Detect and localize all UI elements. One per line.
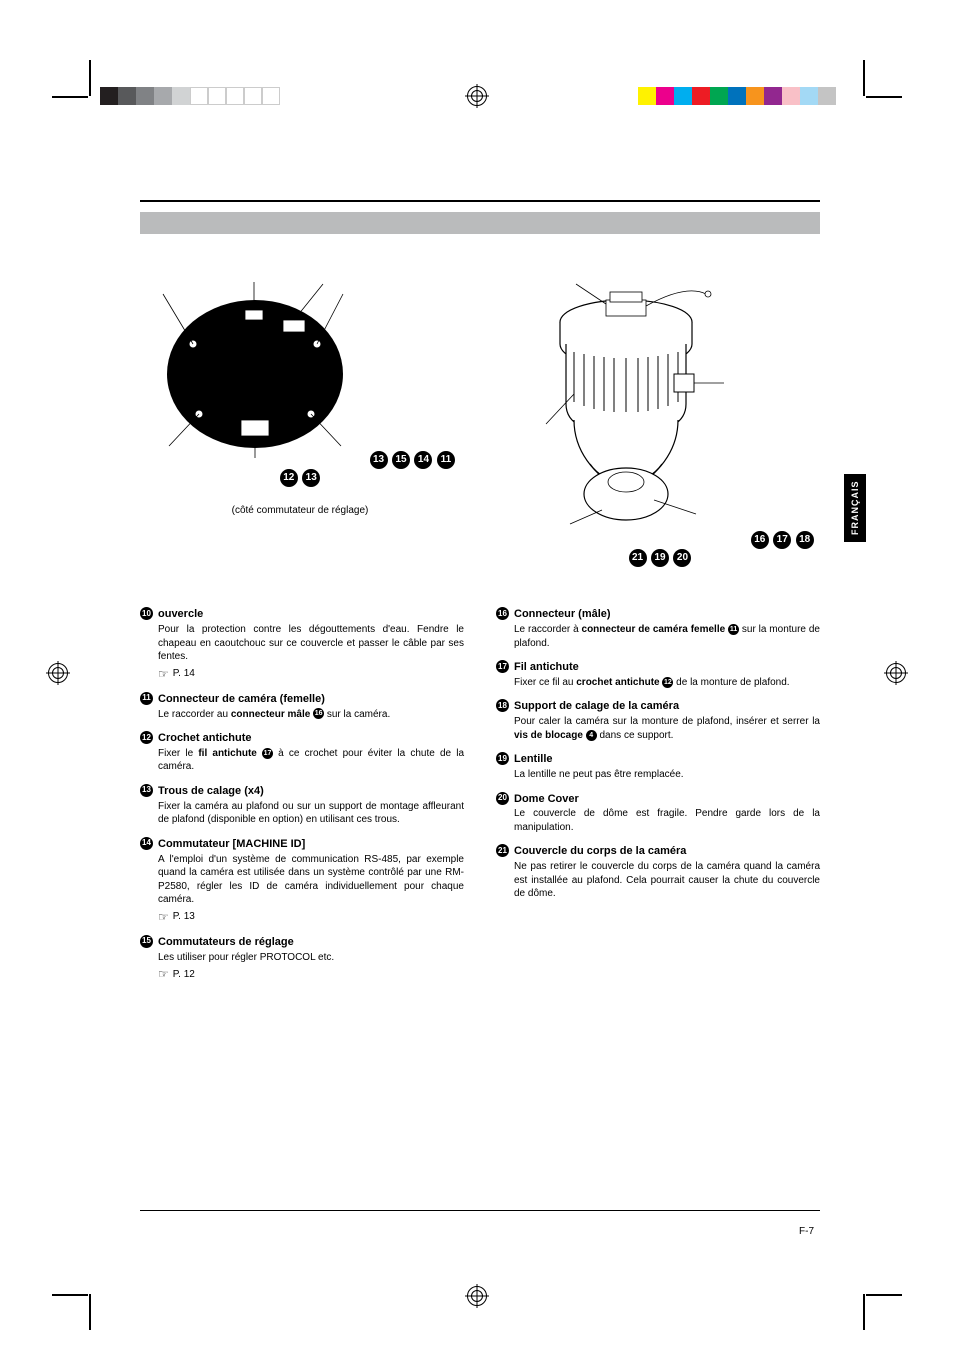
entry: 13 Trous de calage (x4)Fixer la caméra au… — [140, 784, 464, 827]
inline-ref-icon: 12 — [662, 677, 673, 688]
label-20: 20 — [673, 549, 691, 567]
entry-body: Les utiliser pour régler PROTOCOL etc. — [158, 951, 464, 965]
entry-body: A l'emploi d'un système de communication… — [158, 853, 464, 907]
label-16: 16 — [751, 531, 769, 549]
crop-mark — [89, 1294, 91, 1330]
entry-title: Commutateurs de réglage — [158, 935, 464, 950]
column-right: 16 Connecteur (mâle)Le raccorder à connec… — [496, 607, 820, 992]
entry-title: Fil antichute — [514, 660, 820, 675]
crop-mark — [52, 1294, 88, 1296]
figure-left-caption: (côté commutateur de réglage) — [140, 505, 460, 516]
entry-body: Le couvercle de dôme est fragile. Pendre… — [514, 807, 820, 834]
label-12: 12 — [280, 469, 298, 487]
registration-mark-bottom — [467, 1286, 487, 1306]
entry-number-icon: 21 — [496, 844, 509, 857]
entry-number-icon: 10 — [140, 607, 153, 620]
crop-mark — [866, 96, 902, 98]
entry-number-icon: 14 — [140, 837, 153, 850]
entry-title: Connecteur (mâle) — [514, 607, 820, 622]
inline-ref-icon: 16 — [313, 708, 324, 719]
crop-mark — [89, 60, 91, 96]
entry: 10 ouverclePour la protection contre les … — [140, 607, 464, 682]
page-ref: ☞P. 12 — [158, 966, 464, 982]
entry-number-icon: 20 — [496, 792, 509, 805]
section-header-bar — [140, 212, 820, 234]
entry-title: Connecteur de caméra (femelle) — [158, 692, 464, 707]
footer-rule — [140, 1210, 820, 1211]
crop-mark — [866, 1294, 902, 1296]
entry-number-icon: 15 — [140, 935, 153, 948]
pointer-icon: ☞ — [158, 966, 169, 982]
entry: 18 Support de calage de la caméraPour cal… — [496, 699, 820, 742]
entry-number-icon: 13 — [140, 784, 153, 797]
page-ref: ☞P. 13 — [158, 909, 464, 925]
entry-number-icon: 18 — [496, 699, 509, 712]
label-13b: 13 — [302, 469, 320, 487]
pointer-icon: ☞ — [158, 666, 169, 682]
entry-number-icon: 17 — [496, 660, 509, 673]
mount-diagram — [145, 264, 365, 464]
column-left: 10 ouverclePour la protection contre les … — [140, 607, 464, 992]
inline-ref-icon: 4 — [586, 730, 597, 741]
entry-body: Le raccorder à connecteur de caméra feme… — [514, 623, 820, 650]
entry-title: Couvercle du corps de la caméra — [514, 844, 820, 859]
entry: 20 Dome CoverLe couvercle de dôme est fra… — [496, 792, 820, 835]
registration-mark-right — [886, 663, 906, 683]
page-ref: ☞P. 14 — [158, 666, 464, 682]
pointer-icon: ☞ — [158, 909, 169, 925]
label-14: 14 — [414, 451, 432, 469]
label-21: 21 — [629, 549, 647, 567]
inline-ref-icon: 17 — [262, 748, 273, 759]
language-tab: FRANÇAIS — [844, 474, 866, 542]
registration-mark-top — [467, 86, 487, 106]
entry-number-icon: 11 — [140, 692, 153, 705]
label-17: 17 — [773, 531, 791, 549]
entry-title: Support de calage de la caméra — [514, 699, 820, 714]
entry: 21 Couvercle du corps de la caméraNe pas … — [496, 844, 820, 900]
figure-left: 13 15 14 11 12 13 (côté commutateur de r… — [140, 264, 460, 516]
label-19: 19 — [651, 549, 669, 567]
entry: 12 Crochet antichuteFixer le fil antichut… — [140, 731, 464, 774]
page-number: F-7 — [799, 1226, 814, 1237]
entry-title: Dome Cover — [514, 792, 820, 807]
entry-title: Lentille — [514, 752, 820, 767]
entry-number-icon: 16 — [496, 607, 509, 620]
entry-number-icon: 12 — [140, 731, 153, 744]
color-bar — [638, 87, 836, 105]
entry-body: Pour la protection contre les dégoutteme… — [158, 623, 464, 664]
crop-mark — [863, 60, 865, 96]
entry-body: Fixer la caméra au plafond ou sur un sup… — [158, 800, 464, 827]
label-13: 13 — [370, 451, 388, 469]
entry: 19 LentilleLa lentille ne peut pas être r… — [496, 752, 820, 781]
entry-title: Crochet antichute — [158, 731, 464, 746]
greyscale-bar — [100, 87, 280, 105]
label-18: 18 — [796, 531, 814, 549]
label-15: 15 — [392, 451, 410, 469]
entry: 15 Commutateurs de réglageLes utiliser po… — [140, 935, 464, 983]
crop-mark — [863, 1294, 865, 1330]
inline-ref-icon: 11 — [728, 624, 739, 635]
entry: 17 Fil antichuteFixer ce fil au crochet a… — [496, 660, 820, 689]
entry-body: Pour caler la caméra sur la monture de p… — [514, 715, 820, 742]
entry-title: Trous de calage (x4) — [158, 784, 464, 799]
entry: 14 Commutateur [MACHINE ID]A l'emploi d'u… — [140, 837, 464, 925]
entry-title: Commutateur [MACHINE ID] — [158, 837, 464, 852]
label-11: 11 — [437, 451, 455, 469]
entry-body: La lentille ne peut pas être remplacée. — [514, 768, 820, 782]
entry-body: Ne pas retirer le couvercle du corps de … — [514, 860, 820, 901]
crop-mark — [52, 96, 88, 98]
entry-body: Fixer ce fil au crochet antichute 12 de … — [514, 676, 820, 690]
page-content: 13 15 14 11 12 13 (côté commutateur de r… — [140, 200, 820, 992]
entry-title: ouvercle — [158, 607, 464, 622]
entry: 16 Connecteur (mâle)Le raccorder à connec… — [496, 607, 820, 650]
header-rule — [140, 200, 820, 202]
entry: 11 Connecteur de caméra (femelle)Le racco… — [140, 692, 464, 721]
entry-number-icon: 19 — [496, 752, 509, 765]
camera-diagram — [506, 264, 746, 544]
registration-mark-left — [48, 663, 68, 683]
figure-right: 16 17 18 21 19 20 — [500, 264, 820, 567]
entry-body: Fixer le fil antichute 17 à ce crochet p… — [158, 747, 464, 774]
entry-body: Le raccorder au connecteur mâle 16 sur l… — [158, 708, 464, 722]
